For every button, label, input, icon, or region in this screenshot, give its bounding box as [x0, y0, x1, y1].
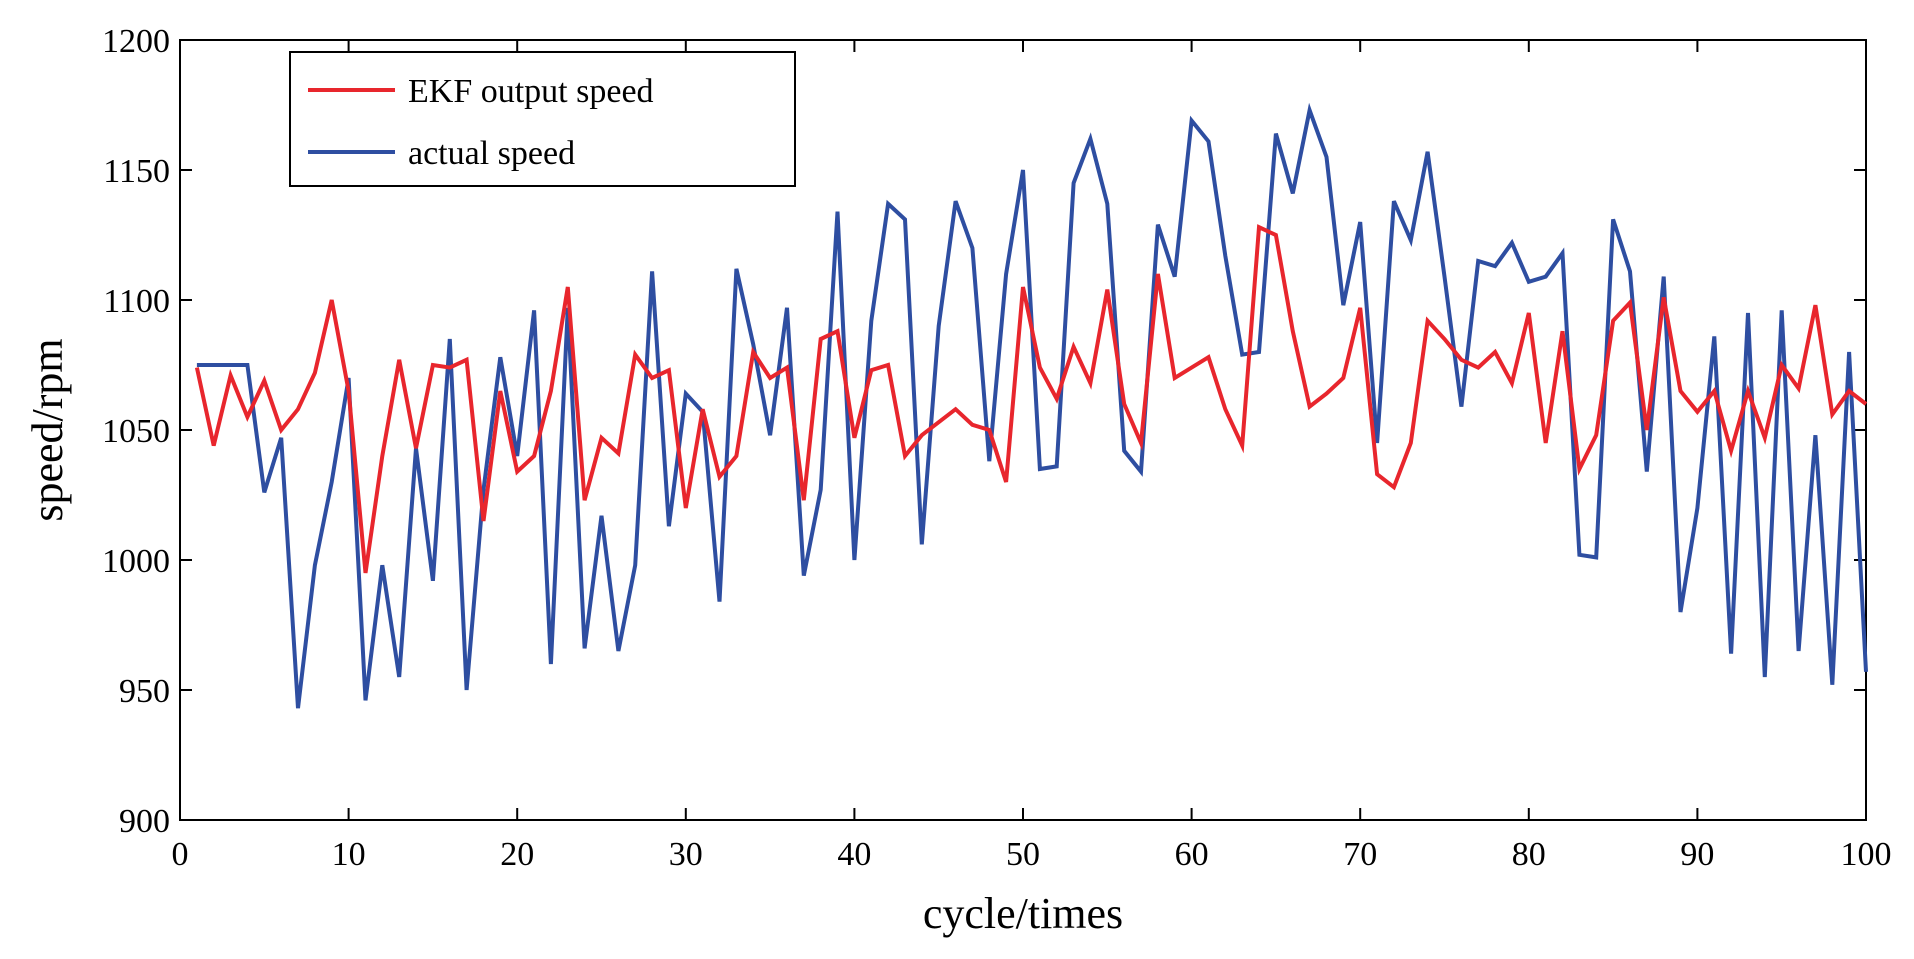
series-line-actual-speed — [196, 102, 1868, 709]
y-tick-label: 1100 — [103, 283, 170, 320]
legend-label-ekf-output-speed: EKF output speed — [408, 73, 654, 110]
legend-label-actual-speed: actual speed — [408, 135, 575, 172]
x-tick-label: 70 — [1343, 836, 1377, 873]
legend: EKF output speed actual speed — [289, 51, 796, 187]
data-series — [194, 102, 1868, 709]
x-tick-label: 0 — [172, 836, 189, 873]
y-axis-label: speed/rpm — [23, 338, 72, 521]
y-tick-label: 950 — [119, 673, 170, 710]
x-tick-label: 10 — [332, 836, 366, 873]
x-tick-label: 50 — [1006, 836, 1040, 873]
axis-ticks: 0 10 20 30 40 50 60 70 80 90 100 900 950 1000 1050 1100… — [102, 23, 1892, 873]
legend-box — [289, 51, 796, 187]
x-tick-label: 40 — [837, 836, 871, 873]
x-axis-label: cycle/times — [923, 889, 1123, 938]
series-line-ekf-output-speed — [194, 224, 1868, 574]
y-tick-label: 1150 — [103, 153, 170, 190]
x-tick-label: 90 — [1680, 836, 1714, 873]
y-tick-label: 900 — [119, 803, 170, 840]
y-tick-label: 1050 — [102, 413, 170, 450]
x-tick-label: 30 — [669, 836, 703, 873]
y-tick-label: 1000 — [102, 543, 170, 580]
y-tick-label: 1200 — [102, 23, 170, 60]
x-tick-label: 100 — [1841, 836, 1892, 873]
x-tick-label: 80 — [1512, 836, 1546, 873]
x-tick-label: 20 — [500, 836, 534, 873]
x-tick-label: 60 — [1175, 836, 1209, 873]
